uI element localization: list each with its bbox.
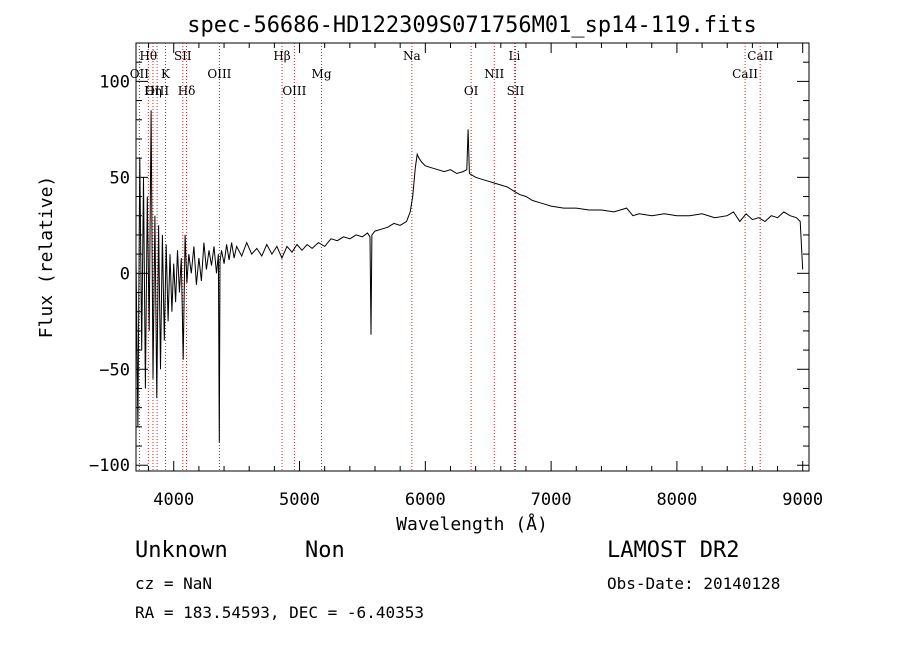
plot-frame xyxy=(135,42,810,472)
spectral-line-label: Na xyxy=(403,49,421,63)
y-tick-label: −100 xyxy=(89,456,130,476)
observation-date: Obs-Date: 20140128 xyxy=(607,574,781,593)
spectral-line-label: Li xyxy=(508,49,520,63)
spectral-line-label: Hη xyxy=(144,84,162,98)
y-tick-label: −50 xyxy=(99,360,130,380)
object-subclass: Non xyxy=(305,538,345,563)
x-axis-label: Wavelength (Å) xyxy=(396,513,548,535)
spectral-line-label: Mg xyxy=(312,67,332,81)
x-tick-label: 9000 xyxy=(782,490,823,510)
y-axis-label: Flux (relative) xyxy=(36,176,57,339)
spectral-line-label: CaII xyxy=(732,67,758,81)
spectral-line-label: Hβ xyxy=(273,49,290,63)
x-tick-label: 5000 xyxy=(279,490,320,510)
x-tick-label: 7000 xyxy=(531,490,572,510)
y-tick-label: 50 xyxy=(110,168,130,188)
spectral-line-label: CaII xyxy=(747,49,773,63)
spectral-line-label: SII xyxy=(174,49,192,63)
chart-title: spec-56686-HD122309S071756M01_sp14-119.f… xyxy=(187,13,757,38)
object-class: Unknown xyxy=(135,538,228,563)
spectral-line-label: NII xyxy=(484,67,504,81)
spectral-line-label: OII xyxy=(130,67,150,81)
x-tick-label: 6000 xyxy=(405,490,446,510)
spectrum-line xyxy=(135,110,804,443)
x-tick-label: 8000 xyxy=(656,490,697,510)
spectral-line-label: OIII xyxy=(207,67,231,81)
spectral-line-label: Hθ xyxy=(139,49,157,63)
axis-ticks: 4000 5000 6000 7000 8000 9000 −100 −50 0 50 100 xyxy=(89,43,823,510)
spectral-line-label: Hδ xyxy=(178,84,196,98)
spectral-line-label: SII xyxy=(507,84,525,98)
redshift-text: cz = NaN xyxy=(135,574,213,593)
coordinates-text: RA = 183.54593, DEC = -6.40353 xyxy=(135,603,424,622)
spectral-line-label: OIII xyxy=(145,84,169,98)
spectral-line-label: OI xyxy=(464,84,479,98)
y-tick-label: 0 xyxy=(120,264,130,284)
y-tick-label: 100 xyxy=(99,72,130,92)
x-tick-label: 4000 xyxy=(153,490,194,510)
spectral-line-label: OIII xyxy=(282,84,306,98)
survey-name: LAMOST DR2 xyxy=(607,538,740,563)
spectral-line-label: K xyxy=(161,67,171,81)
